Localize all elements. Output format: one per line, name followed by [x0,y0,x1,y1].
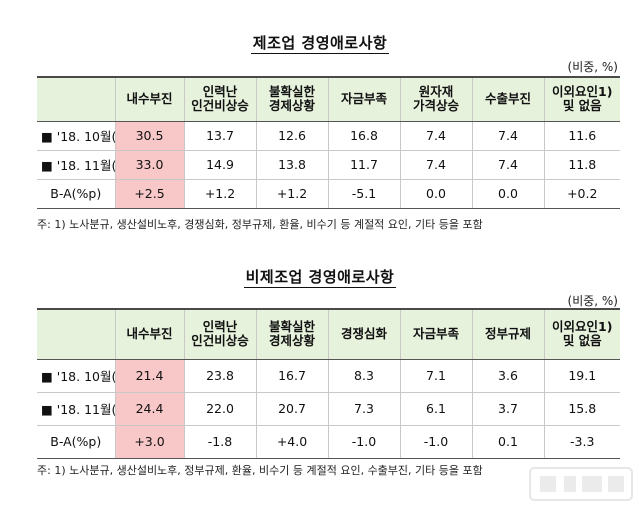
header-cell-empty [37,308,115,360]
header-labor: 인력난 인건비상승 [183,76,256,122]
manufacturing-table: 내수부진 인력난 인건비상승 불확실한 경제상황 자금부족 원자재 가격상승 수출부진… [37,76,620,209]
table-cell: 33.0 [114,150,184,180]
header-domestic-demand: 내수부진 [114,308,184,360]
table-cell: 0.1 [471,425,544,459]
table-cell: 30.5 [114,121,184,151]
table-cell: 3.7 [471,392,544,426]
row-label: ■ '18. 10월(A) [37,121,115,151]
non-manufacturing-unit: (비중, %) [567,294,618,308]
table-row: ■ '18. 11월(B) 24.4 22.0 20.7 7.3 6.1 3.7… [37,392,620,426]
header-funding: 자금부족 [399,308,472,360]
table-row: B-A(%p) +2.5 +1.2 +1.2 -5.1 0.0 0.0 +0.2 [37,179,620,209]
table-cell: 23.8 [183,359,256,393]
table-cell: 11.6 [543,121,620,151]
header-uncertainty: 불확실한 경제상황 [255,76,328,122]
table-cell: 20.7 [255,392,328,426]
manufacturing-title: 제조업 경영애로사항 [250,34,390,54]
header-labor: 인력난 인건비상승 [183,308,256,360]
table-cell: +3.0 [114,425,184,459]
table-cell: 7.4 [471,150,544,180]
header-funding: 자금부족 [327,76,400,122]
table-row: ■ '18. 10월(A) 30.5 13.7 12.6 16.8 7.4 7.… [37,121,620,151]
header-regulation: 정부규제 [471,308,544,360]
header-export: 수출부진 [471,76,544,122]
table-cell: 0.0 [399,179,472,209]
header-raw-material: 원자재 가격상승 [399,76,472,122]
header-domestic-demand: 내수부진 [114,76,184,122]
table-cell: -3.3 [543,425,620,459]
table-cell: 7.1 [399,359,472,393]
table-cell: -1.0 [327,425,400,459]
table-cell: 6.1 [399,392,472,426]
table-cell: +2.5 [114,179,184,209]
row-label: ■ '18. 11월(B) [37,150,115,180]
row-label: B-A(%p) [37,425,115,459]
table-row: ■ '18. 11월(B) 33.0 14.9 13.8 11.7 7.4 7.… [37,150,620,180]
table-cell: 7.4 [399,121,472,151]
table-cell: 13.8 [255,150,328,180]
table-cell: 24.4 [114,392,184,426]
table-cell: 7.4 [471,121,544,151]
table-cell: 15.8 [543,392,620,426]
table-cell: 16.7 [255,359,328,393]
row-label: ■ '18. 11월(B) [37,392,115,426]
table-header-row: 내수부진 인력난 인건비상승 불확실한 경제상황 자금부족 원자재 가격상승 수출부진… [37,76,620,122]
table-cell: 21.4 [114,359,184,393]
table-header-row: 내수부진 인력난 인건비상승 불확실한 경제상황 경쟁심화 자금부족 정부규제 이외… [37,308,620,360]
non-manufacturing-footnote: 주: 1) 노사분규, 생산설비노후, 정부규제, 환율, 비수기 등 계절적 … [37,464,483,477]
watermark-logo-icon [529,467,633,501]
table-cell: 7.4 [399,150,472,180]
table-cell: 22.0 [183,392,256,426]
manufacturing-unit: (비중, %) [567,60,618,74]
table-cell: -5.1 [327,179,400,209]
table-cell: +4.0 [255,425,328,459]
non-manufacturing-table: 내수부진 인력난 인건비상승 불확실한 경제상황 경쟁심화 자금부족 정부규제 이외… [37,308,620,459]
manufacturing-footnote: 주: 1) 노사분규, 생산설비노후, 경쟁심화, 정부규제, 환율, 비수기 … [37,218,483,231]
table-cell: +0.2 [543,179,620,209]
row-label: ■ '18. 10월(A) [37,359,115,393]
table-cell: 19.1 [543,359,620,393]
table-cell: -1.0 [399,425,472,459]
table-cell: 3.6 [471,359,544,393]
header-other: 이외요인1) 및 없음 [543,308,620,360]
header-other: 이외요인1) 및 없음 [543,76,620,122]
table-cell: 8.3 [327,359,400,393]
table-cell: 16.8 [327,121,400,151]
header-competition: 경쟁심화 [327,308,400,360]
table-cell: 11.8 [543,150,620,180]
table-cell: 11.7 [327,150,400,180]
table-cell: 0.0 [471,179,544,209]
header-uncertainty: 불확실한 경제상황 [255,308,328,360]
non-manufacturing-title: 비제조업 경영애로사항 [243,268,397,288]
table-row: B-A(%p) +3.0 -1.8 +4.0 -1.0 -1.0 0.1 -3.… [37,425,620,459]
table-cell: 12.6 [255,121,328,151]
table-cell: +1.2 [255,179,328,209]
table-row: ■ '18. 10월(A) 21.4 23.8 16.7 8.3 7.1 3.6… [37,359,620,393]
row-label: B-A(%p) [37,179,115,209]
table-cell: +1.2 [183,179,256,209]
table-cell: 13.7 [183,121,256,151]
table-cell: 14.9 [183,150,256,180]
header-cell-empty [37,76,115,122]
table-cell: -1.8 [183,425,256,459]
table-cell: 7.3 [327,392,400,426]
